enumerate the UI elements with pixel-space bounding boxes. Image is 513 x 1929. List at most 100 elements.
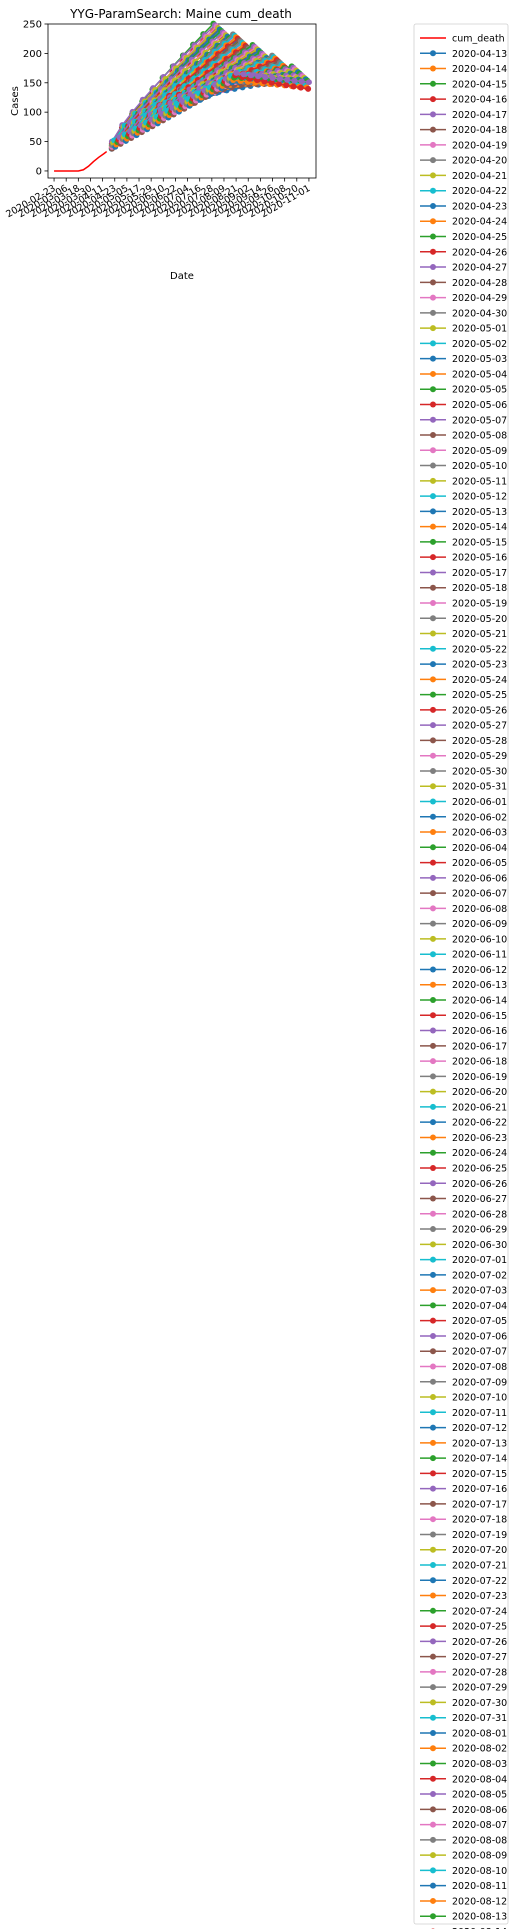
series-layer <box>54 20 312 172</box>
legend-label: 2020-06-14 <box>452 996 507 1007</box>
legend-label: 2020-07-12 <box>452 1423 507 1434</box>
legend-marker <box>430 569 436 576</box>
legend-marker <box>430 1760 436 1767</box>
legend-label: 2020-06-16 <box>452 1026 507 1037</box>
legend-marker <box>430 1821 436 1828</box>
legend-label: 2020-06-01 <box>452 797 507 808</box>
legend-entry: 2020-07-09 <box>420 1377 507 1388</box>
legend-entry: 2020-07-14 <box>420 1454 507 1465</box>
legend-marker <box>430 1287 436 1294</box>
legend-label: 2020-07-25 <box>452 1622 507 1633</box>
legend-label: 2020-07-06 <box>452 1331 507 1342</box>
legend-label: 2020-06-18 <box>452 1057 507 1068</box>
legend-entry-cum-death: cum_death <box>420 34 505 45</box>
legend-marker <box>430 1134 436 1141</box>
legend-marker <box>430 50 436 57</box>
y-tick-label: 100 <box>23 108 42 119</box>
legend-entry: 2020-04-14 <box>420 64 507 75</box>
legend-entry: 2020-05-05 <box>420 385 507 396</box>
forecast-point <box>305 85 312 92</box>
legend-marker <box>430 1256 436 1263</box>
legend-marker <box>430 844 436 851</box>
legend-marker <box>430 1623 436 1630</box>
legend-label: 2020-06-11 <box>452 950 507 961</box>
legend-marker <box>430 1867 436 1874</box>
legend-label: 2020-06-23 <box>452 1133 507 1144</box>
legend-marker <box>430 935 436 942</box>
legend-entry: 2020-07-05 <box>420 1316 507 1327</box>
forecast-point <box>275 81 282 88</box>
forecast-point <box>233 69 240 76</box>
legend-entry: 2020-05-31 <box>420 782 507 793</box>
legend-marker <box>430 1409 436 1416</box>
legend-label: 2020-08-04 <box>452 1774 507 1785</box>
legend-marker <box>430 1439 436 1446</box>
legend-entry: 2020-07-04 <box>420 1301 507 1312</box>
legend-marker <box>430 126 436 133</box>
legend-entry: 2020-05-29 <box>420 751 507 762</box>
legend-label: 2020-08-07 <box>452 1820 507 1831</box>
legend-entry: 2020-06-18 <box>420 1057 507 1068</box>
legend-marker <box>430 508 436 515</box>
legend-marker <box>430 111 436 118</box>
legend-items: cum_death 2020-04-13 2020-04-14 2020-04-15 2… <box>420 34 507 1929</box>
legend-label: 2020-07-01 <box>452 1255 507 1266</box>
legend-marker <box>430 80 436 87</box>
legend-label: 2020-06-28 <box>452 1209 507 1220</box>
legend-entry: 2020-06-16 <box>420 1026 507 1037</box>
legend-entry: 2020-06-27 <box>420 1194 507 1205</box>
legend-entry: 2020-05-26 <box>420 705 507 716</box>
legend-label: 2020-05-04 <box>452 369 507 380</box>
legend-entry: 2020-04-18 <box>420 125 507 136</box>
chart-title: YYG-ParamSearch: Maine cum_death <box>69 7 292 21</box>
legend-entry: 2020-08-10 <box>420 1866 507 1877</box>
legend-entry: 2020-05-11 <box>420 476 507 487</box>
legend-marker <box>430 813 436 820</box>
y-tick-label: 150 <box>23 78 42 89</box>
legend-marker <box>430 737 436 744</box>
legend-entry: 2020-06-05 <box>420 858 507 869</box>
legend-entry: 2020-08-13 <box>420 1912 507 1923</box>
legend-marker <box>430 1332 436 1339</box>
legend-marker <box>430 325 436 332</box>
legend-marker <box>430 1180 436 1187</box>
legend-marker <box>430 1745 436 1752</box>
plot-frame <box>47 23 317 179</box>
legend-entry: 2020-07-30 <box>420 1698 507 1709</box>
legend-label: 2020-06-21 <box>452 1102 507 1113</box>
legend-label: 2020-05-18 <box>452 583 507 594</box>
legend-entry: 2020-08-02 <box>420 1744 507 1755</box>
legend-entry: 2020-05-14 <box>420 522 507 533</box>
legend-label: 2020-05-21 <box>452 629 507 640</box>
legend-marker <box>430 1149 436 1156</box>
legend-entry: 2020-06-10 <box>420 934 507 945</box>
legend-marker <box>430 1684 436 1691</box>
legend-label: 2020-07-27 <box>452 1652 507 1663</box>
legend-entry: 2020-07-02 <box>420 1270 507 1281</box>
legend-marker <box>430 1317 436 1324</box>
legend-entry: 2020-07-31 <box>420 1713 507 1724</box>
legend-label: 2020-08-09 <box>452 1851 507 1862</box>
legend-marker <box>430 1195 436 1202</box>
legend-label: 2020-04-14 <box>452 64 507 75</box>
legend-entry: 2020-07-29 <box>420 1683 507 1694</box>
legend-label: 2020-04-25 <box>452 232 507 243</box>
legend-marker <box>430 1516 436 1523</box>
x-axis-label: Date <box>170 271 194 282</box>
legend-marker <box>430 890 436 897</box>
legend-label: 2020-08-03 <box>452 1759 507 1770</box>
forecast-point <box>305 79 312 86</box>
legend-label: 2020-08-05 <box>452 1790 507 1801</box>
legend-marker <box>430 1348 436 1355</box>
legend-marker <box>430 1470 436 1477</box>
legend-label: 2020-04-15 <box>452 79 507 90</box>
legend-label: 2020-05-29 <box>452 751 507 762</box>
legend-label: 2020-05-08 <box>452 431 507 442</box>
legend-entry: 2020-05-16 <box>420 553 507 564</box>
legend-entry: 2020-06-30 <box>420 1240 507 1251</box>
legend-label: 2020-06-30 <box>452 1240 507 1251</box>
legend-marker <box>430 1592 436 1599</box>
forecast-point <box>268 79 275 86</box>
legend-entry: 2020-07-15 <box>420 1469 507 1480</box>
